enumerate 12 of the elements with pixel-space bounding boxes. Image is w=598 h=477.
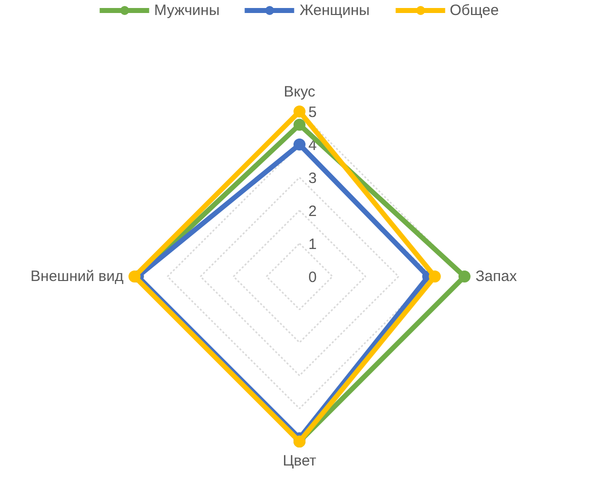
- y-tick-label: 1: [308, 236, 317, 253]
- spoke-label: Вкус: [284, 84, 316, 100]
- legend-label: Женщины: [300, 2, 370, 18]
- spoke-label: Цвет: [282, 452, 316, 470]
- y-tick-label: 0: [308, 269, 317, 286]
- y-tick-label: 3: [308, 170, 317, 187]
- y-tick-label: 5: [308, 104, 317, 121]
- y-tick-label: 2: [308, 203, 317, 220]
- legend-label: Мужчины: [154, 2, 220, 18]
- legend-label: Общее: [450, 2, 499, 18]
- spoke-label: Запах: [476, 268, 518, 285]
- spoke-label: Внешний вид: [30, 268, 124, 285]
